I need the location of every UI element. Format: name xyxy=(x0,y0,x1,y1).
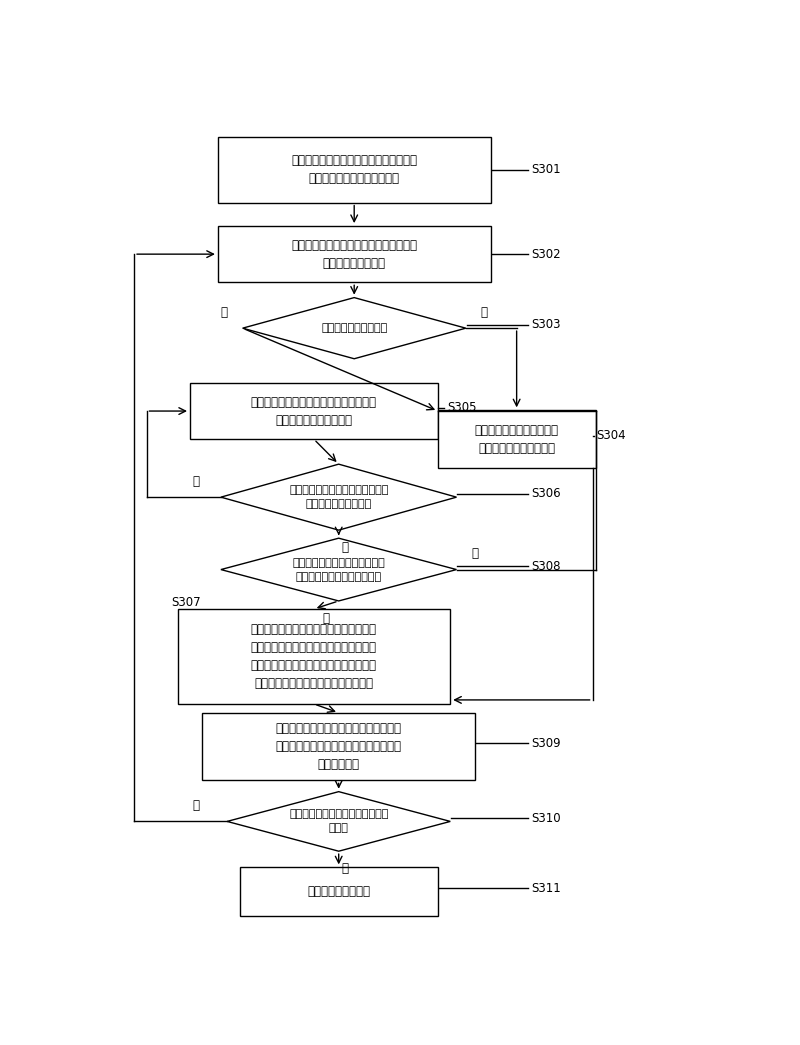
Text: S302: S302 xyxy=(531,248,561,260)
Text: 否: 否 xyxy=(322,612,330,625)
Text: 判断当前测试次数是否达到预设的
门限值: 判断当前测试次数是否达到预设的 门限值 xyxy=(289,810,388,834)
Polygon shape xyxy=(221,538,457,601)
Bar xyxy=(218,137,490,203)
Text: 是: 是 xyxy=(342,862,349,876)
Text: S311: S311 xyxy=(531,882,561,895)
Text: 是: 是 xyxy=(472,547,478,560)
Text: 测试代理板定时向测试后台发送被测单板
的心跳状态消息信息: 测试代理板定时向测试后台发送被测单板 的心跳状态消息信息 xyxy=(291,238,418,270)
Text: 测试后台依次对心跳在位的被测单板下发
测试消息，并设置定时器: 测试后台依次对心跳在位的被测单板下发 测试消息，并设置定时器 xyxy=(251,396,377,426)
Text: S301: S301 xyxy=(531,163,561,177)
Text: S307: S307 xyxy=(171,596,201,609)
Text: S309: S309 xyxy=(531,737,561,750)
Bar xyxy=(218,226,490,282)
Text: 直接标记为单板的本次测试
未通过，记录该测试结果: 直接标记为单板的本次测试 未通过，记录该测试结果 xyxy=(474,423,558,455)
Bar xyxy=(178,609,450,704)
Text: 是: 是 xyxy=(221,305,227,319)
Text: 否: 否 xyxy=(193,798,200,812)
Bar xyxy=(202,713,475,781)
Text: 测试后台将被测单板测试项内容、记录的
测试结果和单板对应的位置信息以文件的
形式记录下来: 测试后台将被测单板测试项内容、记录的 测试结果和单板对应的位置信息以文件的 形式… xyxy=(276,722,402,771)
Polygon shape xyxy=(227,792,450,852)
Text: S303: S303 xyxy=(531,319,560,331)
Text: 判断是否对未返回测试响应消息
的被测单板重新下发测试消息: 判断是否对未返回测试响应消息 的被测单板重新下发测试消息 xyxy=(292,558,385,582)
Text: S305: S305 xyxy=(447,401,477,414)
Text: S310: S310 xyxy=(531,812,561,825)
Text: 是: 是 xyxy=(193,474,200,488)
Text: 否: 否 xyxy=(342,541,349,554)
Text: S308: S308 xyxy=(531,560,560,573)
Text: 否: 否 xyxy=(481,305,488,319)
Polygon shape xyxy=(221,464,457,530)
Bar xyxy=(438,411,596,468)
Polygon shape xyxy=(242,298,466,358)
Text: 测试后台控制发送测试启动命令到测试代
理板和被测单板进入测试模式: 测试后台控制发送测试启动命令到测试代 理板和被测单板进入测试模式 xyxy=(291,155,418,185)
Text: S304: S304 xyxy=(596,429,626,442)
Text: S306: S306 xyxy=(531,487,561,501)
Text: 被测单板是否心跳在位: 被测单板是否心跳在位 xyxy=(321,323,387,333)
Bar xyxy=(190,382,438,439)
Bar xyxy=(239,867,438,915)
Text: 判断定时时间内是否接收到被测单
板返回的测试响应消息: 判断定时时间内是否接收到被测单 板返回的测试响应消息 xyxy=(289,485,388,509)
Text: 测试后台接收前台的被测单板返回的测试
响应消息，并根据该测试数据对被测单板
的状态进行诊断，判断被测单板当前测试
项是否通过，并记录诊断后的测试结果: 测试后台接收前台的被测单板返回的测试 响应消息，并根据该测试数据对被测单板 的状… xyxy=(251,623,377,690)
Text: 被测单板的测试结束: 被测单板的测试结束 xyxy=(307,885,370,898)
